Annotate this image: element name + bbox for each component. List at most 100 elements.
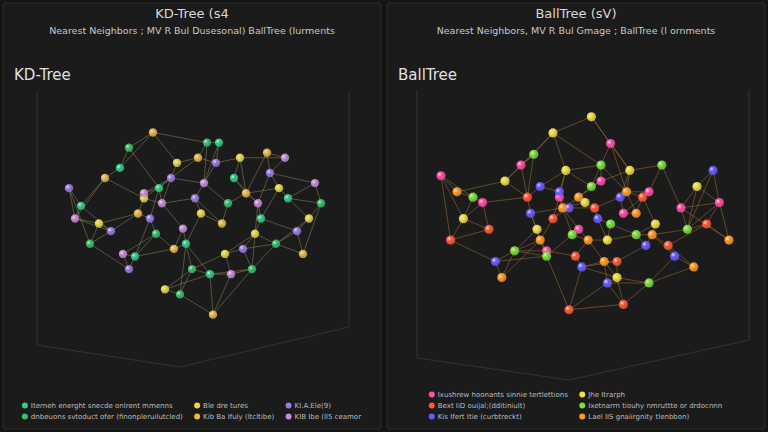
point: [119, 250, 127, 258]
neighbor-edge: [617, 278, 649, 283]
point: [317, 199, 325, 207]
axis-frame: [417, 358, 569, 380]
neighbor-edge: [553, 133, 566, 171]
plot-area: [436, 112, 733, 314]
point: [305, 214, 313, 222]
neighbor-edge: [303, 203, 321, 254]
neighbor-edge: [180, 244, 186, 295]
legend-label: Kis Ifert Itie (curbtreckt): [438, 413, 522, 421]
point: [619, 209, 628, 218]
legend-swatch: [579, 403, 585, 409]
neighbor-edge: [105, 178, 144, 198]
neighbor-edge: [521, 133, 553, 165]
point: [468, 193, 477, 202]
neighbor-edge: [153, 132, 207, 142]
point: [500, 177, 509, 186]
point: [311, 179, 319, 187]
legend-label: Ble dre tures: [203, 402, 248, 410]
point: [176, 290, 184, 298]
point: [170, 245, 178, 253]
neighbor-edge: [213, 274, 231, 314]
point: [625, 166, 634, 175]
canvas: KD-Tree (s4Nearest Neighbors ; MV R Bul …: [0, 0, 768, 432]
neighbor-edges: [441, 117, 729, 310]
panel-label: BallTree: [398, 66, 457, 84]
neighbor-edge: [681, 208, 729, 240]
point: [242, 189, 250, 197]
neighbor-edge: [204, 143, 207, 183]
legend-label: Bext IiD ouijal;(dditiniult): [438, 402, 526, 410]
background: [0, 0, 768, 432]
neighbor-edge: [69, 188, 75, 218]
point: [272, 240, 280, 248]
point: [194, 154, 202, 162]
legend-swatch: [429, 403, 435, 409]
neighbor-edge: [623, 283, 649, 304]
point: [497, 273, 506, 282]
neighbor-edge: [591, 117, 629, 171]
panel-label: KD-Tree: [14, 66, 71, 84]
point: [657, 160, 666, 169]
point: [641, 241, 650, 250]
neighbor-edge: [687, 186, 697, 229]
points: [436, 112, 733, 314]
neighbor-edge: [135, 249, 174, 257]
neighbor-edge: [240, 158, 246, 193]
point: [179, 224, 187, 232]
axis-frame: [37, 92, 38, 345]
legend-item: Bext IiD ouijal;(dditiniult): [429, 402, 526, 410]
point: [200, 179, 208, 187]
neighbor-edge: [240, 157, 285, 158]
neighbor-edge: [171, 158, 198, 178]
point: [619, 300, 628, 309]
point: [683, 225, 692, 234]
neighbor-edge: [569, 304, 623, 309]
neighbor-edge: [162, 203, 183, 228]
neighbor-edge: [515, 250, 547, 251]
neighbor-edge: [451, 229, 489, 240]
neighbor-edge: [630, 165, 662, 170]
neighbor-edge: [451, 240, 496, 261]
neighbor-edge: [210, 274, 213, 314]
point: [574, 193, 583, 202]
plot-area: [65, 128, 325, 319]
point: [590, 203, 599, 212]
point: [648, 230, 657, 239]
neighbor-edge: [668, 224, 706, 245]
neighbor-edge: [75, 219, 111, 232]
point: [167, 174, 175, 182]
point: [218, 219, 226, 227]
neighbor-edge: [261, 188, 279, 218]
point: [275, 184, 283, 192]
neighbor-edge: [135, 219, 150, 257]
neighbor-edge: [515, 229, 537, 250]
point: [248, 265, 256, 273]
neighbor-edge: [186, 244, 210, 274]
legend-label: KIB Ibe (ll5 ceamor: [295, 413, 362, 421]
neighbor-edge: [243, 244, 276, 249]
neighbor-edge: [649, 267, 694, 283]
point: [724, 235, 733, 244]
legend-item: Iterneh energht snecde onlrent mmenns: [22, 402, 173, 410]
neighbor-edge: [652, 235, 674, 256]
point: [257, 214, 265, 222]
legend-label: Ixushrew hoonants sinnie tertlettions: [438, 391, 569, 399]
point: [134, 209, 142, 217]
neighbor-edge: [270, 173, 315, 183]
point: [77, 202, 85, 210]
legend-label: KI.A.Ele(9): [295, 402, 332, 410]
legend: Ixushrew hoonants sinnie tertlettionsJhe…: [429, 391, 722, 421]
point: [555, 187, 564, 196]
panel: [3, 3, 381, 429]
neighbor-edge: [165, 274, 210, 289]
point: [593, 214, 602, 223]
neighbor-edge: [527, 154, 533, 197]
neighbor-edge: [123, 234, 156, 254]
point: [596, 177, 605, 186]
legend-item: Ixetnarrn tiouhy nmruttte or drdocnnn: [579, 402, 722, 410]
subtitle: Nearest Neighbors, MV R Bul Gmage ; Ball…: [437, 25, 716, 36]
point: [299, 250, 307, 258]
legend-item: KI.A.Ele(9): [286, 402, 332, 410]
neighbor-edge: [186, 213, 201, 243]
points: [65, 128, 325, 319]
